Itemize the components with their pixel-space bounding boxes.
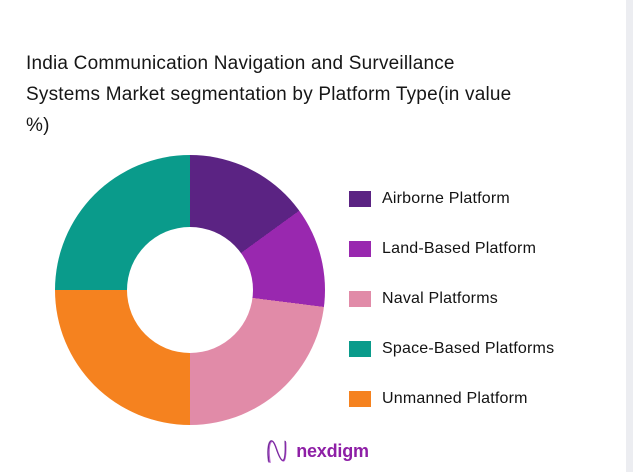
legend-label: Naval Platforms (382, 290, 498, 307)
legend-label: Airborne Platform (382, 190, 510, 207)
donut-chart (55, 155, 325, 425)
legend-label: Land-Based Platform (382, 240, 537, 257)
legend-swatch (349, 191, 371, 207)
legend-item: Naval Platforms (349, 290, 554, 308)
legend-swatch (349, 391, 371, 407)
legend-item: Unmanned Platform (349, 390, 554, 408)
legend-item: Land-Based Platform (349, 240, 554, 258)
legend-swatch (349, 241, 371, 257)
donut-hole (127, 227, 253, 353)
legend-label: Unmanned Platform (382, 390, 528, 407)
legend-label: Space-Based Platforms (382, 340, 555, 357)
legend-item: Space-Based Platforms (349, 340, 554, 358)
legend-swatch (349, 341, 371, 357)
chart-title: India Communication Navigation and Surve… (26, 53, 512, 136)
brand-name: nexdigm (296, 440, 369, 461)
page-right-edge (626, 0, 633, 472)
nexdigm-n-swirl-icon (267, 440, 287, 464)
brand-footer: nexdigm (0, 434, 633, 468)
legend-item: Airborne Platform (349, 190, 554, 208)
legend-swatch (349, 291, 371, 307)
legend: Airborne Platform Land-Based Platform Nava… (349, 190, 554, 408)
